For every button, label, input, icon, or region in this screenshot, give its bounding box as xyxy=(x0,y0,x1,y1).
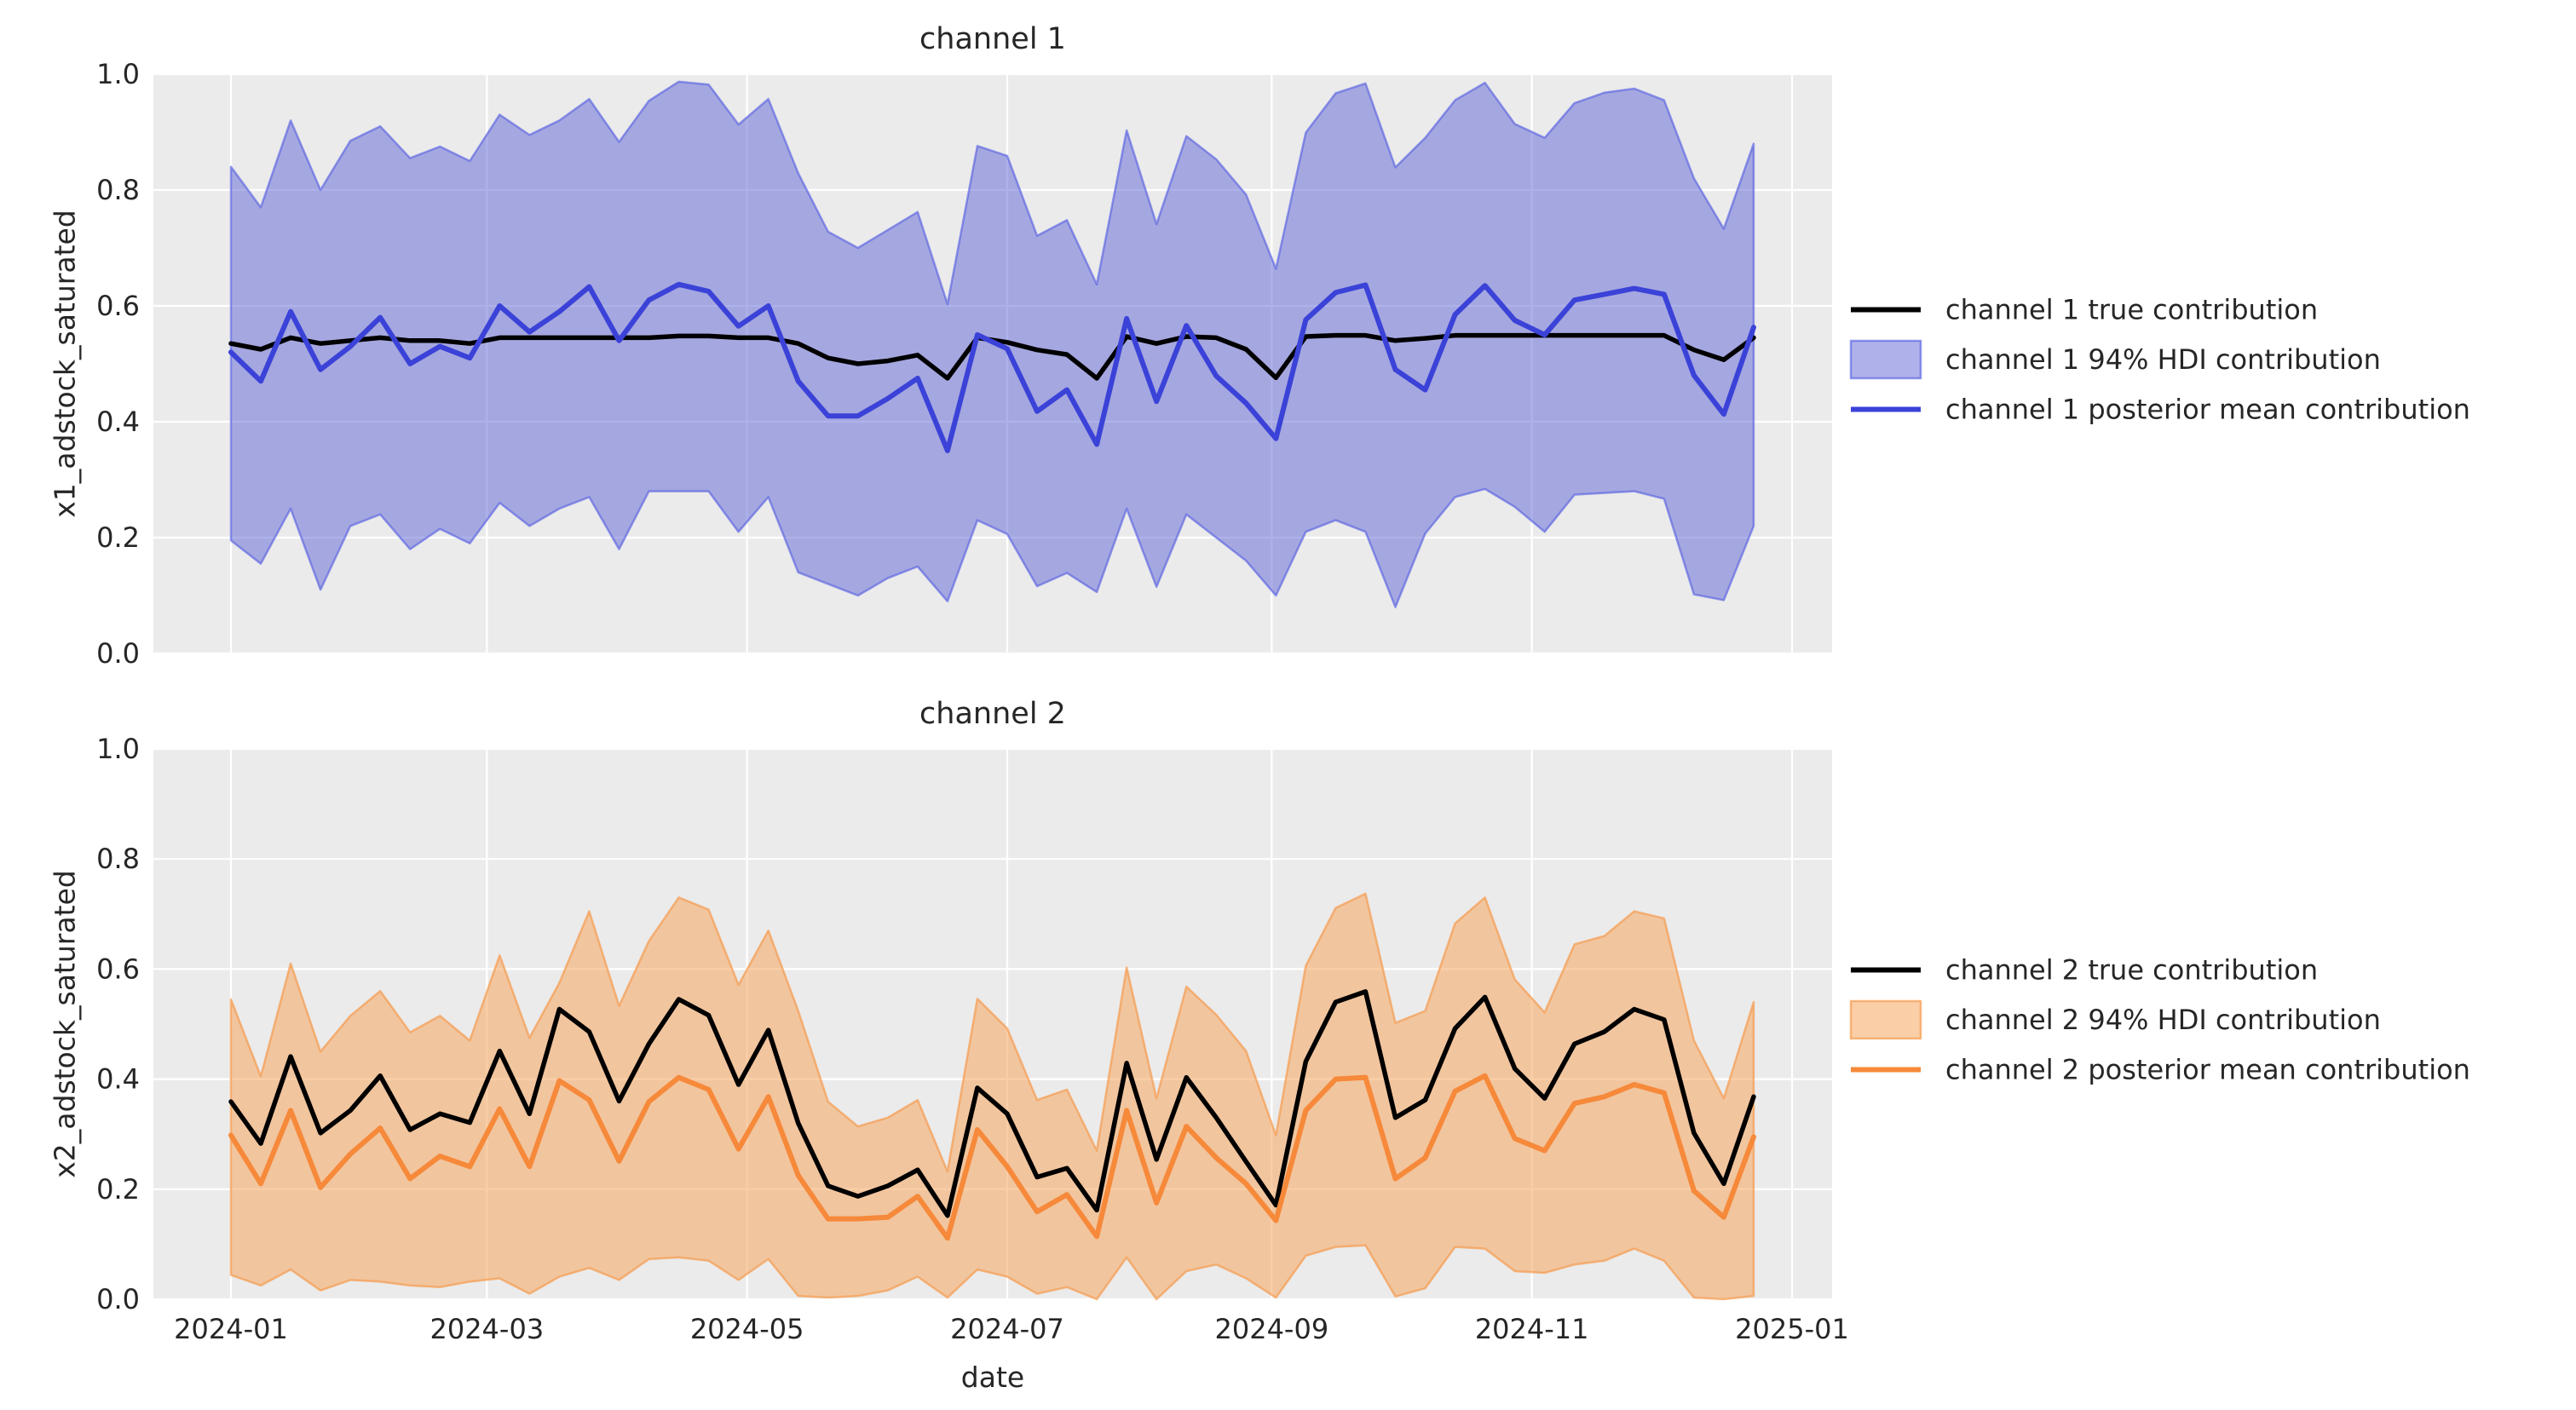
x-axis-label: date xyxy=(961,1361,1024,1394)
y-tick-label: 1.0 xyxy=(96,58,140,90)
legend-patch-swatch xyxy=(1849,999,1922,1040)
x-tick-label: 2025-01 xyxy=(1735,1313,1849,1345)
y-tick-label: 0.4 xyxy=(96,406,140,438)
legend-label: channel 2 94% HDI contribution xyxy=(1945,1004,2381,1036)
posterior-mean-line xyxy=(228,281,1756,453)
x-tick-label: 2024-01 xyxy=(174,1313,288,1345)
y-tick-label: 0.6 xyxy=(96,952,140,985)
y-axis-label: x1_adstock_saturated xyxy=(49,210,82,518)
legend-label: channel 2 true contribution xyxy=(1945,954,2318,987)
true-contribution-line xyxy=(228,989,1756,1218)
legend-label: channel 1 true contribution xyxy=(1945,294,2318,326)
y-tick-label: 0.2 xyxy=(96,1173,140,1206)
y-tick-label: 0.8 xyxy=(96,843,140,875)
y-tick-label: 0.2 xyxy=(96,521,140,554)
y-tick-label: 0.0 xyxy=(96,637,140,670)
x-tick-label: 2024-07 xyxy=(950,1313,1064,1345)
y-tick-label: 1.0 xyxy=(96,733,140,765)
posterior-mean-line xyxy=(228,1073,1756,1241)
hdi-band xyxy=(229,892,1755,1301)
axes-channel-2: channel 2 0.0 0.2 0.4 0.6 0.8 1.0 x2_adstock_sa… xyxy=(49,697,2470,1394)
axes-channel-1: channel 1 0.0 0.2 0.4 0.6 0.8 1.0 x1_adstock_sa… xyxy=(49,22,2470,670)
legend-label: channel 2 posterior mean contribution xyxy=(1945,1054,2470,1086)
subplot-title: channel 1 xyxy=(919,22,1066,56)
x-tick-label: 2024-03 xyxy=(429,1313,544,1345)
legend: channel 1 true contribution channel 1 94%… xyxy=(1849,294,2470,426)
legend-patch-swatch xyxy=(1849,339,1922,380)
legend-label: channel 1 94% HDI contribution xyxy=(1945,343,2381,376)
contribution-chart-svg: channel 1 0.0 0.2 0.4 0.6 0.8 1.0 x1_adstock_sa… xyxy=(34,14,2576,1396)
y-tick-label: 0.4 xyxy=(96,1063,140,1096)
x-tick-label: 2024-11 xyxy=(1475,1313,1589,1345)
y-tick-label: 0.0 xyxy=(96,1283,140,1315)
y-tick-label: 0.8 xyxy=(96,174,140,206)
subplot-title: channel 2 xyxy=(919,697,1066,731)
legend-label: channel 1 posterior mean contribution xyxy=(1945,394,2470,426)
x-tick-label: 2024-05 xyxy=(690,1313,804,1345)
mmm-channel-contribution-figure: channel 1 0.0 0.2 0.4 0.6 0.8 1.0 x1_adstock_sa… xyxy=(34,14,2576,1396)
y-tick-label: 0.6 xyxy=(96,290,140,322)
legend: channel 2 true contribution channel 2 94%… xyxy=(1849,954,2470,1086)
y-axis-label: x2_adstock_saturated xyxy=(49,870,82,1178)
x-tick-label: 2024-09 xyxy=(1214,1313,1328,1345)
